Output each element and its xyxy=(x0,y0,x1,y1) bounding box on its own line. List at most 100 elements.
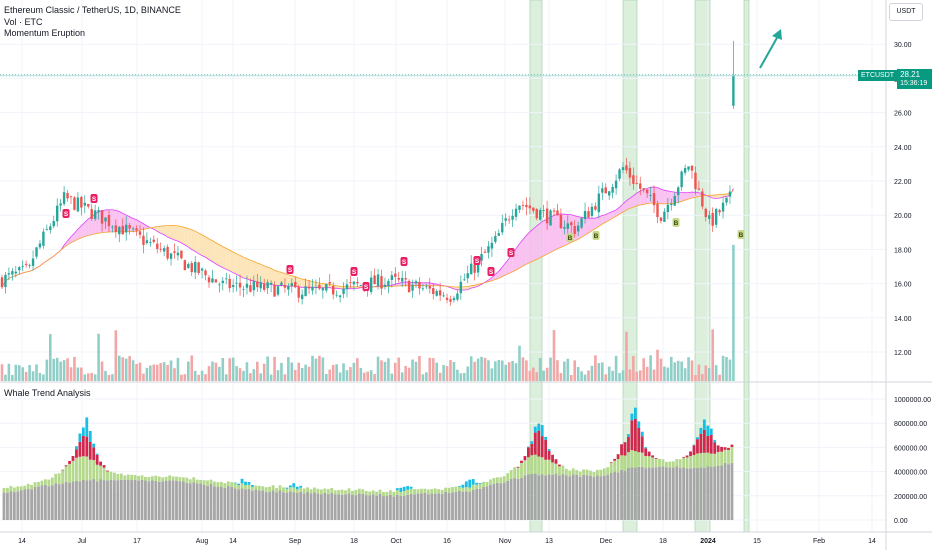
candle-body xyxy=(325,284,328,291)
candle-body xyxy=(307,286,311,289)
candle-body xyxy=(611,186,614,193)
whale-bar-green xyxy=(12,487,16,493)
volume-bar xyxy=(614,355,618,381)
whale-bar-gray xyxy=(192,482,196,520)
whale-bar-green xyxy=(409,488,413,494)
whale-bar-red xyxy=(533,432,537,455)
candle-body xyxy=(614,180,618,189)
currency-button[interactable]: USDT xyxy=(889,3,923,21)
whale-bar-green xyxy=(644,455,648,469)
whale-y-tick-label: 600000.00 xyxy=(894,445,927,452)
whale-bar-green xyxy=(620,455,623,470)
volume-bar xyxy=(287,357,290,381)
whale-bar-green xyxy=(233,483,237,489)
volume-bar xyxy=(480,356,483,381)
whale-bar-green xyxy=(540,457,544,475)
volume-bar xyxy=(542,370,545,381)
whale-bar-green xyxy=(116,474,120,481)
whale-bar-red xyxy=(613,458,617,461)
whale-bar-gray xyxy=(233,488,237,520)
whale-bar-red xyxy=(106,470,109,472)
candle-body xyxy=(632,175,635,184)
volume-bar xyxy=(24,371,28,381)
whale-bar-gray xyxy=(389,494,392,520)
candle-body xyxy=(187,263,190,268)
ma-ribbon-segment xyxy=(260,264,265,284)
whale-bar-gray xyxy=(623,470,627,520)
volume-bar xyxy=(283,374,287,381)
whale-bar-gray xyxy=(382,496,385,520)
whale-bar-green xyxy=(471,484,475,490)
signal-label-text: S xyxy=(402,259,407,266)
whale-bar-gray xyxy=(150,480,154,520)
whale-bar-green xyxy=(399,491,403,496)
candle-body xyxy=(356,281,359,284)
whale-bar-green xyxy=(658,458,661,467)
x-tick-label: 13 xyxy=(545,538,553,545)
whale-bar-red xyxy=(699,433,703,454)
volume-bar xyxy=(373,374,376,381)
volume-bar xyxy=(500,360,504,381)
y-tick-label: 24.00 xyxy=(894,145,912,152)
whale-bar-red xyxy=(685,455,689,458)
whale-bar-green xyxy=(354,489,358,496)
whale-bar-gray xyxy=(182,481,185,520)
candle-body xyxy=(518,205,521,210)
whale-bar-green xyxy=(585,469,589,476)
whale-bar-green xyxy=(282,487,285,493)
sell-signal-badge xyxy=(286,265,294,274)
candle-body xyxy=(459,281,463,294)
ma-ribbon-segment xyxy=(184,227,189,248)
whale-bar-gray xyxy=(264,492,268,520)
whale-bar-gray xyxy=(299,491,303,520)
whale-bar-gray xyxy=(40,485,44,520)
candle-body xyxy=(414,281,418,284)
whale-bar-gray xyxy=(706,466,710,520)
candle-body xyxy=(680,171,683,188)
whale-bar-cyan xyxy=(699,427,703,434)
volume-bar xyxy=(549,357,552,381)
volume-bar xyxy=(428,357,432,381)
candle-body xyxy=(59,203,62,206)
volume-bar xyxy=(335,364,338,381)
whale-bar-gray xyxy=(530,473,534,520)
whale-bar-green xyxy=(592,472,596,478)
candle-body xyxy=(549,210,552,226)
whale-bar-green xyxy=(123,475,127,480)
ma-ribbon-segment xyxy=(257,262,261,283)
candle-body xyxy=(628,167,632,178)
volume-bar xyxy=(224,374,228,381)
candle-body xyxy=(608,191,611,196)
whale-bar-green xyxy=(575,470,579,475)
volume-bar xyxy=(725,356,728,381)
whale-bar-green xyxy=(75,457,78,481)
whale-bar-gray xyxy=(320,494,323,520)
whale-bar-green xyxy=(292,487,296,493)
volume-bar xyxy=(276,370,280,381)
ma-ribbon-segment xyxy=(174,225,178,242)
whale-bar-green xyxy=(485,481,489,487)
ma-ribbon-segment xyxy=(278,271,282,286)
whale-bar-gray xyxy=(2,492,6,520)
last-price-tag: ETCUSDT 28.21 15:36:19 xyxy=(858,69,932,89)
whale-bar-green xyxy=(502,476,506,483)
whale-bar-red xyxy=(537,430,541,457)
volume-bar xyxy=(180,374,183,381)
whale-bar-cyan xyxy=(295,486,299,490)
whale-bar-gray xyxy=(392,496,396,520)
whale-bar-green xyxy=(278,485,282,491)
whale-bar-green xyxy=(433,488,437,494)
whale-bar-cyan xyxy=(713,440,717,443)
whale-bar-green xyxy=(202,480,206,485)
volume-bar xyxy=(442,364,445,381)
volume-bar xyxy=(35,364,38,381)
volume-bar xyxy=(366,371,369,381)
volume-bar xyxy=(469,356,473,381)
whale-bar-gray xyxy=(675,466,679,520)
volume-bar xyxy=(376,356,380,381)
whale-bar-gray xyxy=(347,493,351,520)
whale-bar-gray xyxy=(616,472,620,520)
whale-bar-cyan xyxy=(706,425,710,436)
volume-bar xyxy=(621,370,625,381)
